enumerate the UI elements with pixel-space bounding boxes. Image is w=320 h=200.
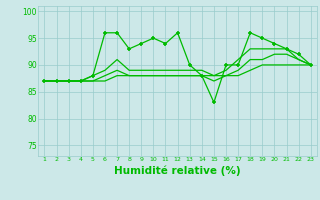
X-axis label: Humidité relative (%): Humidité relative (%) (114, 165, 241, 176)
